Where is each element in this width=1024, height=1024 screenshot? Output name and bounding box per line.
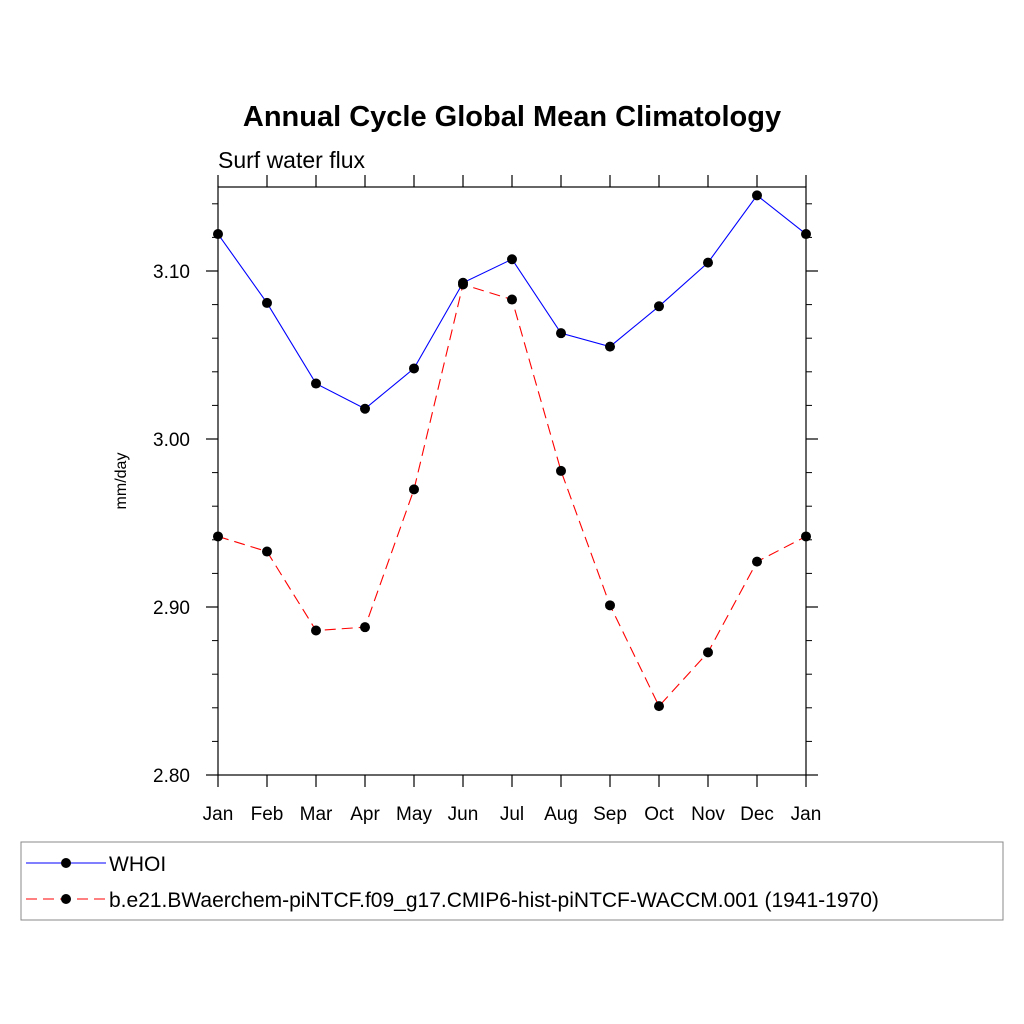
series-line-1 [217, 283, 807, 708]
y-tick-label: 2.80 [153, 766, 190, 787]
x-tick-label: Feb [251, 804, 284, 825]
series-1-point [360, 622, 370, 633]
series-0-point [213, 229, 223, 240]
y-tick-label: 3.10 [153, 262, 190, 283]
series-0-point [801, 229, 811, 240]
series-1-point [605, 600, 615, 611]
series-0-point [507, 254, 517, 265]
x-tick-label: Jun [448, 804, 479, 825]
series-1-point [556, 465, 566, 476]
series-0-point [409, 363, 419, 374]
legend-marker-0 [61, 858, 71, 868]
series-0-point [556, 328, 566, 339]
series-0-point [703, 257, 713, 268]
axes: Jan Feb Mar Apr May Jun Jul Aug Sep Oct Nov Dec Jan 2… [153, 175, 821, 825]
series-1-point [262, 546, 272, 557]
series-1-point [458, 279, 468, 290]
legend-label-1: b.e21.BWaerchem-piNTCF.f09_g17.CMIP6-his… [109, 889, 879, 912]
legend-box [20, 841, 1004, 921]
plot-frame [217, 186, 807, 776]
series-1-point [507, 294, 517, 305]
x-tick-label: Aug [544, 804, 578, 825]
series-0-point [311, 378, 321, 389]
series-1-point [703, 647, 713, 658]
chart-subtitle: Surf water flux [218, 147, 365, 173]
x-tick-label: Oct [644, 804, 674, 825]
series-1-point [409, 484, 419, 495]
x-tick-label: Dec [740, 804, 774, 825]
series-0-point [605, 341, 615, 352]
x-tick-label: Apr [350, 804, 380, 825]
x-tick-label: Jan [791, 804, 822, 825]
x-tick-label: Mar [300, 804, 333, 825]
x-tick-label: Jan [203, 804, 234, 825]
legend-label-0: WHOI [109, 853, 166, 876]
series-0-point [360, 403, 370, 414]
y-tick-label: 3.00 [153, 430, 190, 451]
legend-marker-1 [61, 894, 71, 904]
series-0-point [752, 190, 762, 201]
series-1-point [311, 625, 321, 636]
x-tick-label: Nov [691, 804, 725, 825]
series-1-point [801, 531, 811, 542]
series-1-point [654, 701, 664, 712]
x-tick-label: Sep [593, 804, 627, 825]
x-tick-label: Jul [500, 804, 524, 825]
x-tick-label: May [396, 804, 432, 825]
series-0-point [262, 297, 272, 308]
series-1-point [213, 531, 223, 542]
y-axis-label: mm/day [113, 453, 130, 510]
series-1-point [752, 556, 762, 567]
series-0-point [654, 301, 664, 312]
legend: WHOI b.e21.BWaerchem-piNTCF.f09_g17.CMIP6… [26, 853, 879, 912]
y-tick-label: 2.90 [153, 598, 190, 619]
chart-title: Annual Cycle Global Mean Climatology [243, 101, 781, 133]
series-group [213, 190, 811, 712]
